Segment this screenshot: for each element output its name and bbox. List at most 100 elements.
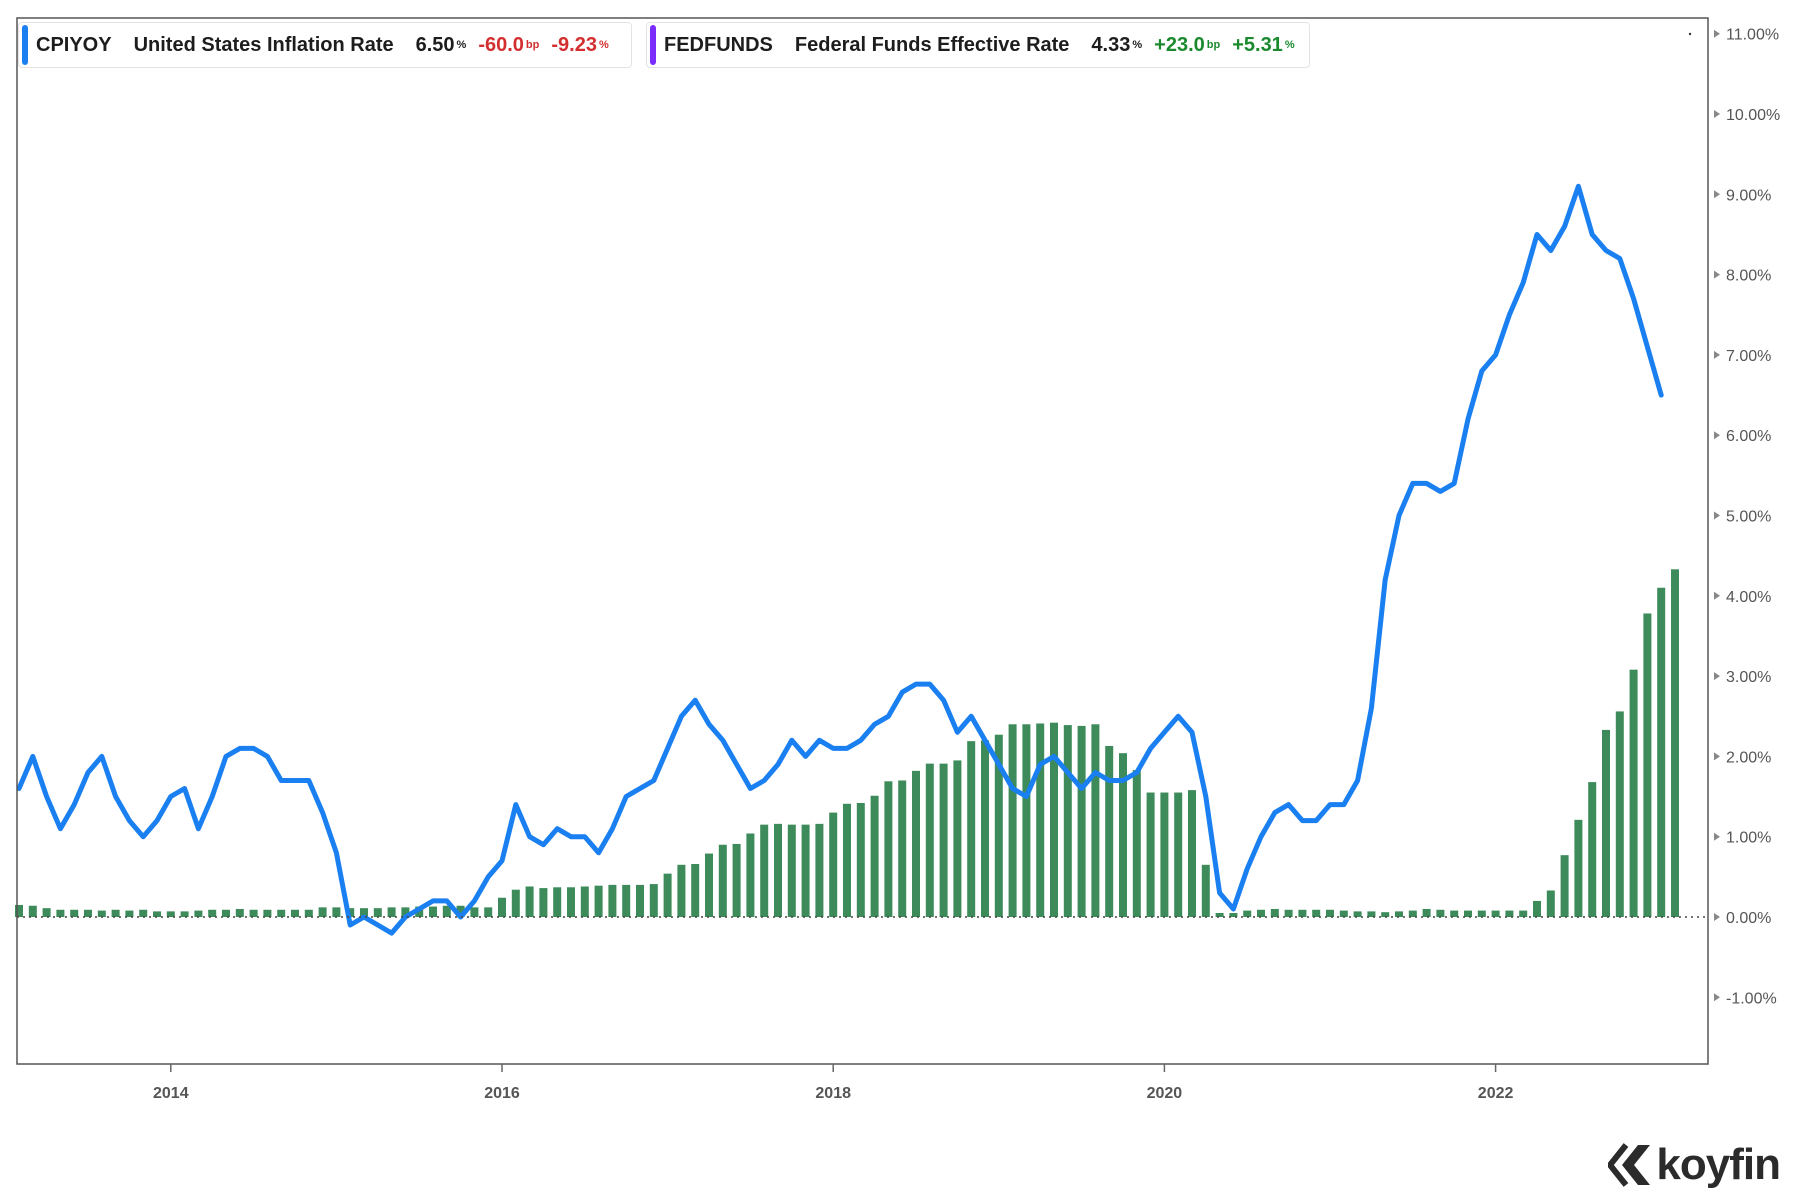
cpiyoy-line (16, 183, 1664, 936)
fedfunds-bar (429, 906, 437, 917)
y-tick-label: 7.00% (1726, 348, 1771, 365)
fedfunds-bar (332, 907, 341, 917)
y-tick-label: -1.00% (1726, 990, 1777, 1007)
legend-change-bp-unit: bp (1206, 39, 1221, 51)
fedfunds-bar (1174, 792, 1183, 917)
koyfin-logo-icon (1608, 1143, 1651, 1187)
fedfunds-bar (28, 905, 37, 917)
fedfunds-bar (1132, 770, 1141, 917)
fedfunds-bar (829, 812, 838, 917)
fedfunds-bars (15, 569, 1679, 917)
fedfunds-bar (912, 770, 920, 917)
fedfunds-bar (622, 884, 631, 917)
legend-change-pct-unit: % (598, 39, 609, 51)
fedfunds-bar (760, 824, 769, 917)
fedfunds-bar (1464, 910, 1472, 917)
legend-change-bp-unit: bp (525, 39, 540, 51)
fedfunds-bar (1326, 909, 1334, 917)
fedfunds-bar (649, 884, 658, 917)
fedfunds-bar (1477, 910, 1486, 917)
fedfunds-bar (1602, 729, 1610, 917)
y-tick-mark (1714, 993, 1720, 1002)
fedfunds-bar (1077, 725, 1086, 917)
fedfunds-bar (166, 911, 175, 917)
fedfunds-bar (511, 889, 520, 917)
y-tick-mark (1714, 672, 1720, 681)
fedfunds-bar (1201, 864, 1210, 917)
fedfunds-bar (1257, 909, 1265, 917)
fedfunds-bar (925, 763, 934, 917)
fedfunds-bar (1243, 910, 1252, 917)
fedfunds-bar (1588, 782, 1597, 917)
legend-change-bp: +23.0 (1154, 33, 1205, 56)
y-tick-mark (1714, 431, 1720, 440)
fedfunds-bar (815, 823, 824, 917)
fedfunds-bar (898, 780, 907, 917)
legend-fedfunds[interactable]: FEDFUNDS Federal Funds Effective Rate 4.… (646, 22, 1310, 68)
fedfunds-bar (939, 763, 948, 917)
legend-value-unit: % (456, 39, 467, 51)
y-axis: 11.00% 10.00% 9.00% 8.00% 7.00% 6.00% 5.00% 4.0… (1714, 27, 1780, 1007)
plot-border (16, 17, 1709, 1065)
fedfunds-bar (42, 908, 51, 917)
fedfunds-bar (373, 908, 382, 917)
fedfunds-bar (525, 886, 534, 917)
fedfunds-bar (787, 824, 796, 917)
fedfunds-bar (1519, 910, 1528, 917)
fedfunds-bar (1160, 792, 1169, 917)
fedfunds-bar (484, 907, 493, 917)
fedfunds-bar (1050, 722, 1058, 917)
koyfin-logo-text: koyfin (1656, 1140, 1781, 1189)
y-tick-label: 10.00% (1726, 107, 1780, 124)
fedfunds-bar (1146, 792, 1155, 917)
fedfunds-bar (994, 734, 1003, 917)
fedfunds-bar (1022, 724, 1031, 917)
y-tick-mark (1714, 110, 1720, 118)
plot-frame (16, 17, 1709, 1065)
fedfunds-bar (1505, 910, 1514, 917)
x-axis: 2014 2016 2018 2020 2022 (153, 1064, 1513, 1102)
fedfunds-bar (125, 910, 134, 917)
y-tick-label: 3.00% (1726, 669, 1771, 686)
x-tick-label: 2016 (484, 1085, 520, 1102)
fedfunds-bar (263, 909, 272, 917)
x-tick-label: 2014 (153, 1085, 189, 1102)
fedfunds-bar (470, 907, 479, 917)
y-tick-label: 9.00% (1726, 187, 1771, 204)
fedfunds-bar (981, 740, 989, 917)
fedfunds-bar (1298, 909, 1307, 917)
fedfunds-bar (746, 833, 755, 917)
fedfunds-bar (291, 909, 299, 917)
corner-marker (1688, 32, 1692, 36)
fedfunds-bar (1450, 910, 1459, 917)
y-tick-label: 4.00% (1726, 589, 1771, 606)
legend-cpiyoy[interactable]: CPIYOY United States Inflation Rate 6.50… (18, 22, 632, 68)
fedfunds-bar (1395, 911, 1403, 917)
legend-ticker: CPIYOY (36, 33, 112, 56)
legend-value: 4.33 (1091, 33, 1131, 56)
fedfunds-bar (539, 888, 548, 917)
y-tick-mark (1714, 29, 1720, 38)
fedfunds-bar (691, 864, 700, 917)
fedfunds-bar (801, 824, 810, 917)
legend-change-pct: +5.31 (1232, 33, 1283, 56)
legend-series-name: Federal Funds Effective Rate (794, 33, 1070, 56)
fedfunds-bar (1063, 725, 1072, 917)
fedfunds-bar (153, 911, 161, 917)
fedfunds-bar (732, 843, 741, 917)
koyfin-logo: koyfin (1608, 1140, 1781, 1190)
fedfunds-bar (1339, 910, 1348, 917)
y-tick-mark (1714, 270, 1720, 279)
fedfunds-bar (56, 909, 65, 917)
fedfunds-bar (1229, 912, 1238, 917)
fedfunds-bar (360, 908, 368, 917)
fedfunds-bar (139, 909, 148, 917)
y-tick-mark (1714, 190, 1720, 199)
fedfunds-bar (1574, 819, 1583, 917)
y-tick-mark (1714, 752, 1720, 761)
fedfunds-bar (967, 741, 976, 917)
y-tick-label: 8.00% (1726, 268, 1771, 285)
fedfunds-bar (97, 910, 106, 917)
y-tick-mark (1714, 591, 1720, 600)
